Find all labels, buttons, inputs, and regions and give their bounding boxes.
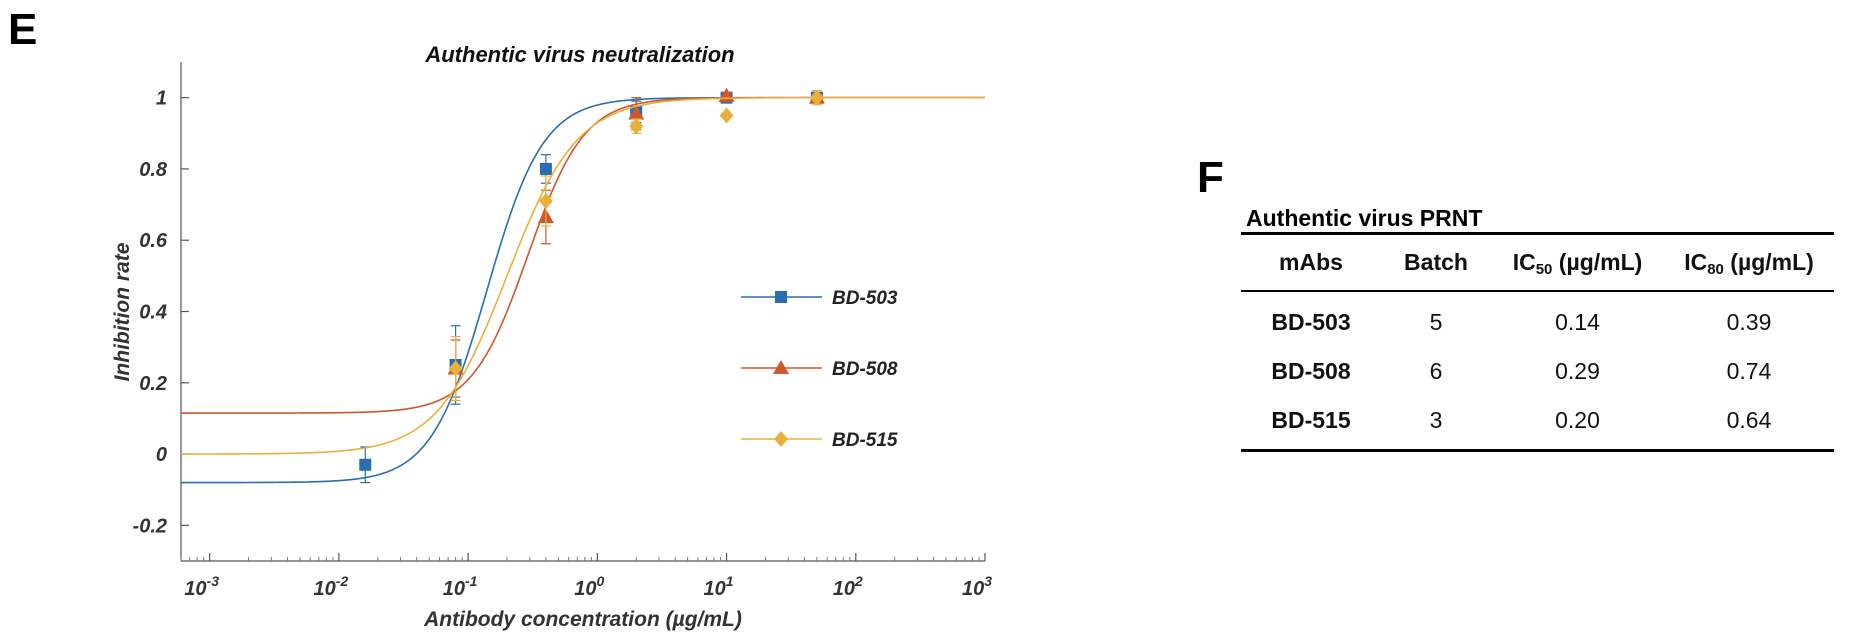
table-row: BD-515 3 0.20 0.64 xyxy=(1241,396,1834,451)
y-tick-label: 0.4 xyxy=(139,302,167,324)
x-tick-label: 100 xyxy=(574,573,604,600)
chart-title: Authentic virus neutralization xyxy=(424,42,734,67)
table-header-row: mAbs Batch IC50 (µg/mL) IC80 (µg/mL) xyxy=(1241,233,1834,291)
header-mabs: mAbs xyxy=(1279,249,1343,275)
legend-item-bd-515: BD-515 xyxy=(741,430,898,451)
data-point xyxy=(719,107,734,124)
data-point xyxy=(538,193,553,210)
prnt-table-block: Authentic virus PRNT mAbs Batch IC50 (µg… xyxy=(1241,204,1834,452)
cell-mab-name: BD-503 xyxy=(1271,309,1351,335)
table-row: BD-508 6 0.29 0.74 xyxy=(1241,347,1834,396)
y-tick-label: 0.2 xyxy=(139,373,167,395)
y-tick-label: 0 xyxy=(156,444,167,466)
cell-batch: 6 xyxy=(1429,358,1443,384)
y-tick-label: 0.6 xyxy=(139,230,168,252)
data-point xyxy=(628,105,645,120)
panel-label-e: E xyxy=(8,5,38,54)
prnt-table: mAbs Batch IC50 (µg/mL) IC80 (µg/mL) BD-… xyxy=(1241,232,1834,452)
cell-ic50: 0.29 xyxy=(1555,358,1600,384)
cell-ic50: 0.20 xyxy=(1555,407,1600,433)
cell-ic50: 0.14 xyxy=(1555,309,1600,335)
data-point xyxy=(539,162,552,175)
x-tick-label: 10-3 xyxy=(184,573,219,600)
header-ic80: IC80 (µg/mL) xyxy=(1684,249,1814,278)
x-tick-label: 103 xyxy=(962,573,992,600)
cell-batch: 5 xyxy=(1429,309,1443,335)
data-point xyxy=(448,360,463,377)
legend-marker xyxy=(775,291,787,303)
x-axis-label: Antibody concentration (µg/mL) xyxy=(423,608,742,631)
table-row: BD-503 5 0.14 0.39 xyxy=(1241,291,1834,347)
legend-label: BD-515 xyxy=(832,430,898,451)
y-tick-label: -0.2 xyxy=(133,515,167,537)
x-tick-label: 102 xyxy=(833,573,863,600)
header-batch: Batch xyxy=(1404,249,1468,275)
x-tick-label: 10-2 xyxy=(314,573,349,600)
cell-batch: 3 xyxy=(1429,407,1443,433)
legend-marker xyxy=(774,431,788,447)
legend-item-bd-508: BD-508 xyxy=(741,359,898,380)
neutralization-chart: -0.2 0 0.2 0.4 0.6 0.8 1 10-3 10-2 10-1 100 101 102 1… xyxy=(111,42,992,631)
cell-ic80: 0.64 xyxy=(1726,407,1772,433)
y-tick-label: 0.8 xyxy=(139,159,168,181)
data-point xyxy=(359,458,372,471)
panel-label-f: F xyxy=(1197,153,1224,202)
data-point xyxy=(809,89,824,106)
legend-item-bd-503: BD-503 xyxy=(741,288,898,309)
x-tick-label: 10-1 xyxy=(443,573,478,600)
fit-curve xyxy=(181,96,985,455)
y-tick-label: 1 xyxy=(156,88,167,110)
series-bd-515 xyxy=(181,89,985,455)
x-tick-label: 101 xyxy=(704,573,734,600)
legend-label: BD-508 xyxy=(832,359,898,380)
cell-ic80: 0.39 xyxy=(1726,309,1772,335)
cell-ic80: 0.74 xyxy=(1726,358,1772,384)
y-axis-label: Inhibition rate xyxy=(111,242,134,381)
legend-label: BD-503 xyxy=(832,288,898,309)
data-point xyxy=(629,118,644,135)
legend-marker xyxy=(773,360,789,374)
cell-mab-name: BD-515 xyxy=(1271,407,1351,433)
cell-mab-name: BD-508 xyxy=(1271,358,1351,384)
table-caption: Authentic virus PRNT xyxy=(1246,205,1483,231)
header-ic50: IC50 (µg/mL) xyxy=(1512,249,1643,278)
